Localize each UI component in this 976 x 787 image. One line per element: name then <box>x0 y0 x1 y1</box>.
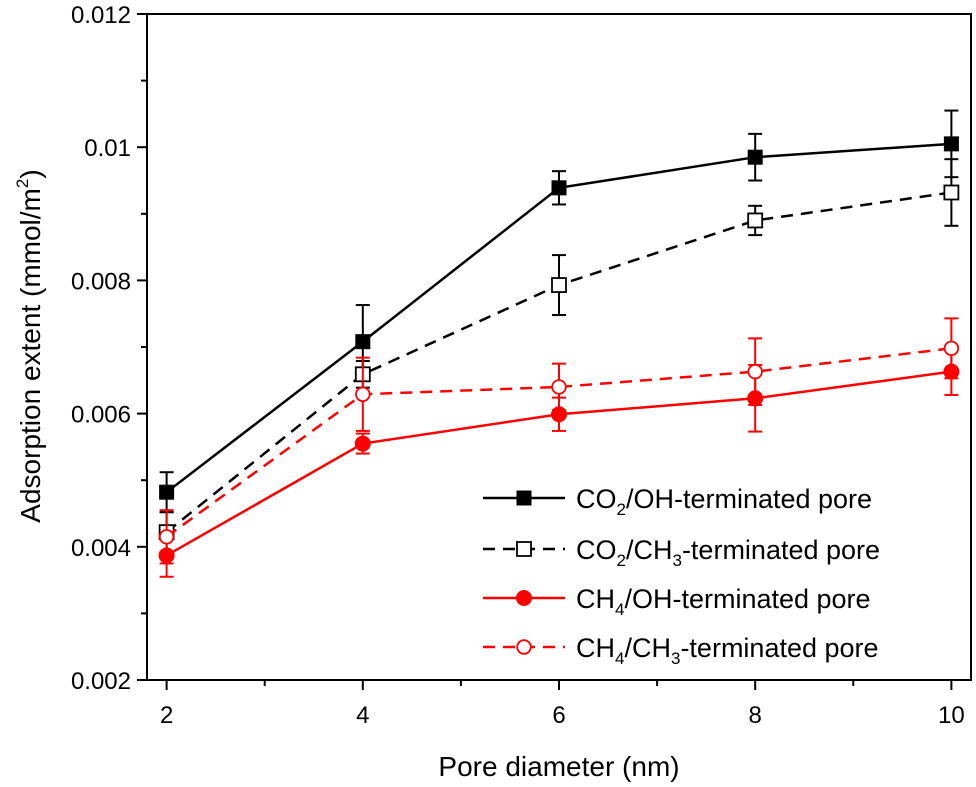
data-point <box>943 136 959 152</box>
axes <box>146 13 972 681</box>
series-0 <box>159 109 959 514</box>
x-tick-label: 10 <box>938 702 965 729</box>
legend-marker <box>516 639 532 655</box>
y-tick-label: 0.012 <box>71 2 131 29</box>
x-tick-label: 4 <box>356 702 369 729</box>
y-axis-title-main: Adsorption extent (mmol/m <box>15 188 46 523</box>
legend-marker <box>516 490 532 506</box>
data-point <box>355 386 371 402</box>
y-tick-label: 0.01 <box>84 135 131 162</box>
legend-label: CO2/CH3-terminated pore <box>576 535 880 570</box>
data-point <box>159 484 175 500</box>
legend-item-0: CO2/OH-terminated pore <box>483 484 872 519</box>
x-tick-label: 6 <box>552 702 565 729</box>
legend-marker <box>516 590 532 606</box>
data-point <box>551 277 567 293</box>
x-axis-title: Pore diameter (nm) <box>438 751 679 782</box>
series-3 <box>158 317 960 565</box>
y-axis-title-end: ) <box>15 169 46 178</box>
ticks: 2 4 6 8 10 0.002 0.004 0.006 0.008 0.01 0.012 <box>71 2 965 729</box>
data-point <box>551 180 567 196</box>
legend-label: CH4/OH-terminated pore <box>576 584 871 619</box>
x-tick-label: 2 <box>160 702 173 729</box>
data-point <box>158 529 175 545</box>
data-point <box>551 379 567 395</box>
y-tick-label: 0.008 <box>71 268 131 295</box>
legend-item-3: CH4/CH3-terminated pore <box>483 633 879 668</box>
y-tick-label: 0.004 <box>71 535 131 562</box>
legend: CO2/OH-terminated pore CO2/CH3-terminated… <box>483 484 880 668</box>
y-axis-title: Adsorption extent (mmol/m2) <box>13 169 46 522</box>
data-point <box>747 363 763 380</box>
legend-item-2: CH4/OH-terminated pore <box>483 584 871 619</box>
y-tick-label: 0.002 <box>71 668 131 695</box>
y-axis-title-sup: 2 <box>13 179 32 188</box>
legend-marker <box>516 541 532 557</box>
data-point <box>355 334 371 350</box>
legend-label: CH4/CH3-terminated pore <box>576 633 879 668</box>
x-tick-label: 8 <box>749 702 762 729</box>
data-point <box>354 435 371 452</box>
data-point <box>747 212 764 229</box>
legend-label: CO2/OH-terminated pore <box>576 484 872 519</box>
series-line <box>165 191 952 534</box>
data-point <box>747 149 763 165</box>
plot-area <box>158 109 960 578</box>
legend-item-1: CO2/CH3-terminated pore <box>483 535 880 570</box>
series-line <box>165 347 952 538</box>
plot-frame <box>146 13 972 681</box>
y-tick-label: 0.006 <box>71 402 131 429</box>
data-point <box>943 184 960 201</box>
data-point <box>943 340 960 357</box>
